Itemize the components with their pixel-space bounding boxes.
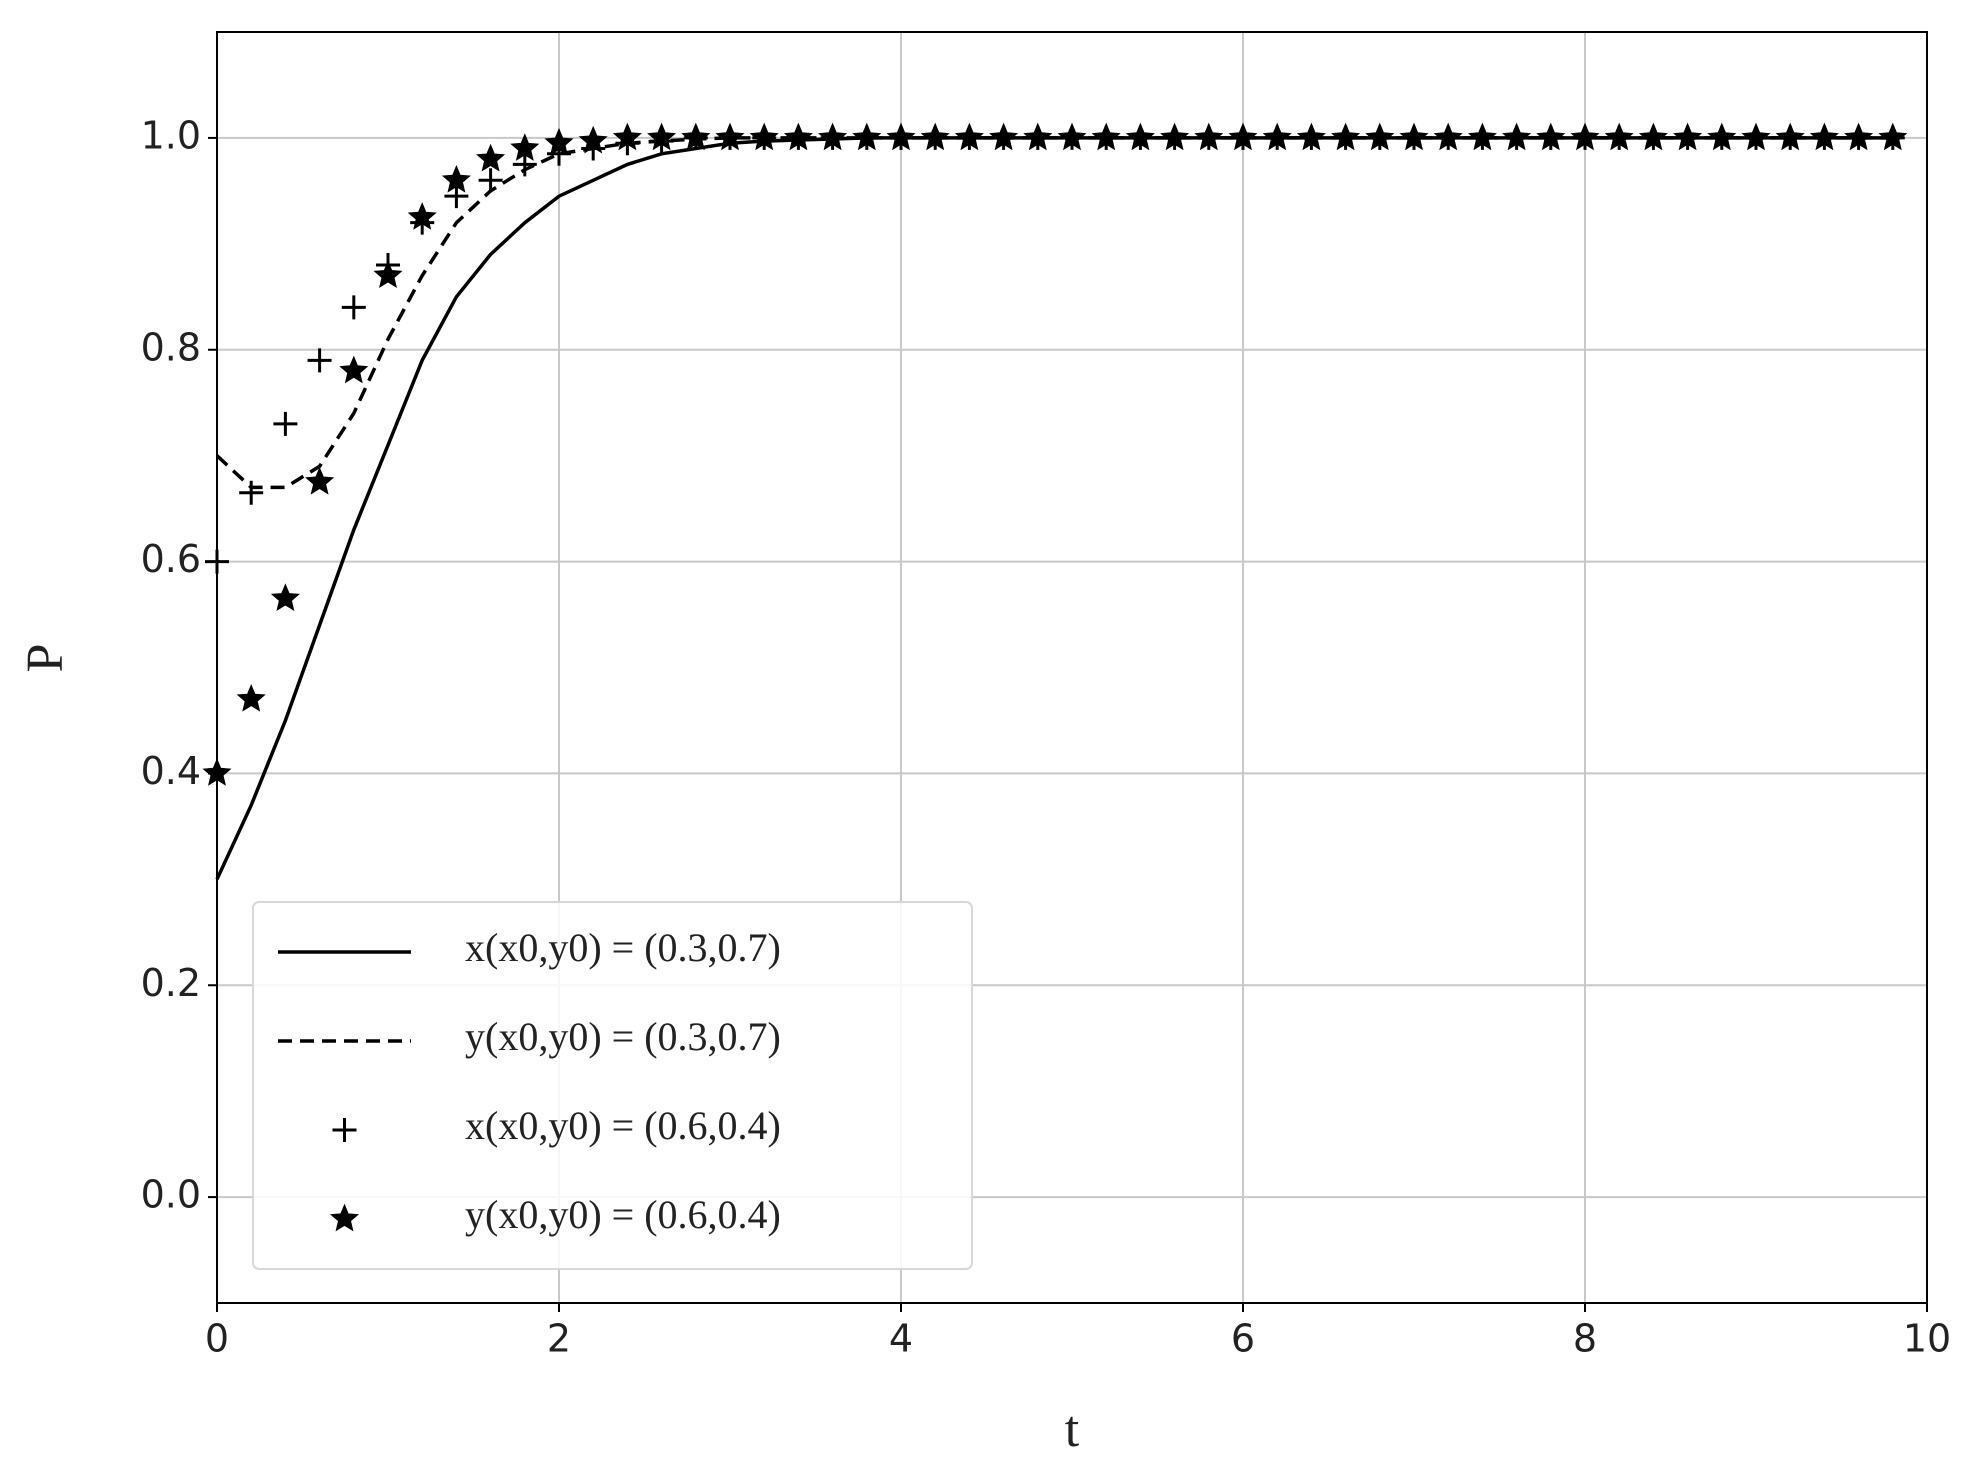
star-marker — [886, 122, 916, 151]
star-marker — [1502, 122, 1532, 151]
star-marker — [270, 583, 300, 612]
star-marker — [441, 164, 471, 193]
x-tick-label: 8 — [1573, 1317, 1597, 1361]
star-marker — [1365, 122, 1395, 151]
star-marker — [1057, 122, 1087, 151]
star-marker — [1091, 122, 1121, 151]
star-marker — [202, 758, 232, 786]
star-marker — [612, 122, 642, 151]
star-marker — [1194, 122, 1224, 151]
star-marker — [783, 122, 813, 151]
star-marker — [578, 125, 608, 154]
star-marker — [989, 122, 1019, 151]
y-axis-label: P — [17, 644, 74, 673]
plot-frame — [216, 31, 1928, 1304]
plus-marker — [307, 348, 332, 373]
plus-marker — [512, 152, 537, 177]
legend-label: x(x0,y0) = (0.6,0.4) — [465, 1103, 781, 1148]
star-marker — [373, 260, 403, 288]
star-marker — [715, 122, 745, 151]
star-marker — [818, 122, 848, 151]
star-marker — [1741, 122, 1771, 151]
star-marker — [1433, 122, 1463, 151]
star-marker — [407, 202, 437, 230]
star-marker — [920, 122, 950, 151]
series-line — [215, 136, 1893, 490]
star-marker — [510, 133, 540, 161]
x-tick-label: 10 — [1903, 1317, 1951, 1361]
x-tick-label: 0 — [205, 1317, 229, 1361]
star-marker — [1809, 122, 1839, 151]
star-marker — [1399, 122, 1429, 151]
y-tick-label: 0.4 — [141, 749, 201, 793]
star-marker — [852, 122, 882, 151]
star-marker — [1262, 122, 1292, 151]
star-marker — [749, 122, 779, 151]
star-marker — [647, 122, 677, 151]
legend-box — [252, 901, 973, 1270]
star-marker — [1125, 122, 1155, 151]
star-marker — [1844, 122, 1874, 151]
star-marker — [1160, 122, 1190, 151]
star-marker — [1775, 122, 1805, 151]
star-marker — [1536, 122, 1566, 151]
legend-label: y(x0,y0) = (0.3,0.7) — [465, 1014, 781, 1059]
star-marker — [305, 466, 335, 495]
legend-handle — [332, 1118, 357, 1142]
x-axis-label: t — [1065, 1401, 1080, 1458]
legend: x(x0,y0) = (0.3,0.7) y(x0,y0) = (0.3,0.7)… — [252, 901, 973, 1270]
x-tick-label: 4 — [889, 1317, 913, 1361]
star-marker — [1638, 122, 1668, 151]
y-tick-label: 0.8 — [141, 325, 201, 369]
plus-marker — [444, 184, 469, 209]
plus-marker — [341, 295, 366, 320]
legend-handle — [329, 1203, 360, 1232]
y-tick-label: 0.6 — [141, 537, 201, 581]
star-marker — [1023, 122, 1053, 151]
plus-marker — [273, 411, 298, 436]
legend-label: x(x0,y0) = (0.3,0.7) — [465, 925, 781, 970]
star-marker — [681, 122, 711, 151]
x-tick-label: 2 — [547, 1317, 571, 1361]
x-tick-label: 6 — [1231, 1317, 1255, 1361]
star-marker — [1878, 122, 1908, 151]
star-marker — [1673, 122, 1703, 151]
plus-marker — [239, 480, 264, 505]
plus-marker — [478, 168, 503, 193]
y-tick-label: 1.0 — [141, 113, 201, 157]
star-marker — [236, 683, 266, 712]
star-marker — [1467, 122, 1497, 151]
star-marker — [1331, 122, 1361, 151]
star-marker — [544, 127, 574, 156]
star-marker — [1604, 122, 1634, 151]
star-marker — [1570, 122, 1600, 151]
star-marker — [339, 355, 369, 384]
star-marker — [476, 143, 506, 172]
star-marker — [954, 122, 984, 151]
legend-label: y(x0,y0) = (0.6,0.4) — [465, 1192, 781, 1237]
star-marker — [1707, 122, 1737, 151]
y-tick-label: 0.2 — [141, 961, 201, 1005]
star-marker — [1296, 122, 1326, 151]
plus-marker — [205, 549, 229, 574]
y-tick-label: 0.0 — [141, 1173, 201, 1217]
star-marker — [1228, 122, 1258, 151]
